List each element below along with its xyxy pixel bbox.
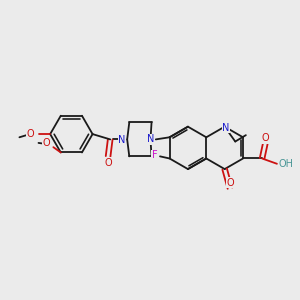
Text: OH: OH <box>279 159 294 169</box>
Text: O: O <box>42 138 50 148</box>
Text: O: O <box>262 133 269 143</box>
Text: N: N <box>118 136 126 146</box>
Text: N: N <box>222 123 230 133</box>
Text: O: O <box>226 178 234 188</box>
Text: N: N <box>147 134 154 144</box>
Text: F: F <box>152 150 158 160</box>
Text: O: O <box>26 129 34 139</box>
Text: O: O <box>104 158 112 168</box>
